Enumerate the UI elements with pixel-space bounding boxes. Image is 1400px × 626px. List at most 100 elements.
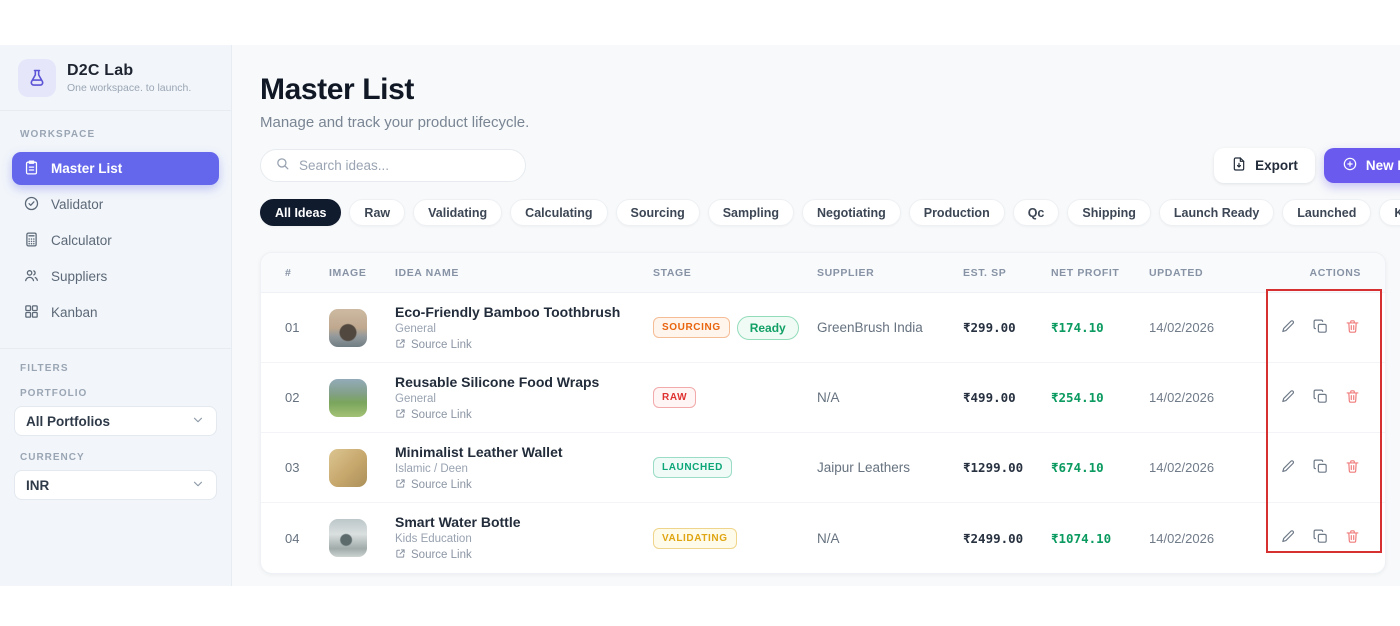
sidebar-item-master-list[interactable]: Master List	[12, 152, 219, 185]
source-link-label: Source Link	[411, 338, 472, 351]
export-button[interactable]: Export	[1214, 148, 1315, 183]
source-link[interactable]: Source Link	[395, 478, 653, 492]
tab-validating[interactable]: Validating	[413, 199, 503, 226]
source-link[interactable]: Source Link	[395, 408, 653, 422]
idea-thumbnail	[329, 519, 367, 557]
new-idea-button[interactable]: New Idea	[1323, 148, 1400, 183]
net-profit-cell: ₹254.10	[1051, 390, 1104, 405]
pencil-icon	[1280, 528, 1297, 548]
tab-sampling[interactable]: Sampling	[707, 199, 794, 226]
est-sp-cell: ₹1299.00	[963, 460, 1024, 475]
tab-qc[interactable]: Qc	[1012, 199, 1060, 226]
table-row: 03 Minimalist Leather Wallet Islamic / D…	[261, 433, 1385, 503]
kanban-grid-icon	[23, 303, 40, 323]
source-link[interactable]: Source Link	[395, 548, 653, 562]
new-idea-button-label: New Idea	[1365, 158, 1400, 173]
net-profit-cell: ₹674.10	[1051, 460, 1104, 475]
tab-all-ideas[interactable]: All Ideas	[260, 199, 342, 226]
duplicate-button[interactable]	[1312, 318, 1329, 338]
row-number: 02	[285, 390, 300, 405]
workspace-section-label: WORKSPACE	[20, 129, 96, 140]
idea-category: Islamic / Deen	[395, 462, 468, 475]
tab-negotiating[interactable]: Negotiating	[801, 199, 901, 226]
est-sp-cell: ₹499.00	[963, 390, 1016, 405]
table-row: 02 Reusable Silicone Food Wraps General …	[261, 363, 1385, 433]
external-link-icon	[395, 408, 406, 422]
pencil-icon	[1280, 458, 1297, 478]
stage-badge: RAW	[653, 387, 697, 408]
supplier-cell: Jaipur Leathers	[817, 460, 911, 475]
tab-calculating[interactable]: Calculating	[510, 199, 608, 226]
currency-value: INR	[26, 477, 50, 493]
copy-icon	[1312, 318, 1329, 338]
sidebar-item-kanban[interactable]: Kanban	[12, 296, 219, 329]
sidebar-item-validator[interactable]: Validator	[12, 188, 219, 221]
portfolio-label: PORTFOLIO	[20, 388, 88, 399]
idea-name-cell: Minimalist Leather Wallet Islamic / Deen…	[395, 444, 653, 492]
page-title: Master List	[260, 73, 414, 106]
stage-cell: LAUNCHED	[653, 457, 817, 478]
ready-status-badge: Ready	[736, 315, 799, 340]
tab-shipping[interactable]: Shipping	[1067, 199, 1151, 226]
col-header-name: IDEA NAME	[395, 266, 459, 279]
stage-badge: SOURCING	[653, 317, 730, 338]
external-link-icon	[395, 478, 406, 492]
sidebar-nav: Master List Validator Calculator Supplie…	[0, 149, 231, 332]
clipboard-icon	[23, 159, 40, 179]
col-header-net-profit: NET PROFIT	[1051, 266, 1120, 279]
check-circle-icon	[23, 195, 40, 215]
row-number: 01	[285, 320, 300, 335]
trash-icon	[1344, 318, 1361, 338]
tab-production[interactable]: Production	[908, 199, 1005, 226]
idea-thumbnail	[329, 448, 367, 487]
net-profit-cell: ₹174.10	[1051, 320, 1104, 335]
source-link[interactable]: Source Link	[395, 338, 653, 352]
stage-cell: VALIDATING	[653, 527, 817, 549]
delete-button[interactable]	[1344, 388, 1361, 408]
sidebar-item-suppliers[interactable]: Suppliers	[12, 260, 219, 293]
stage-badge: LAUNCHED	[653, 457, 732, 478]
idea-thumbnail	[329, 378, 367, 417]
col-header-est-sp: EST. SP	[963, 266, 1007, 279]
app-frame: D2C Lab One workspace. to launch. WORKSP…	[0, 45, 1400, 586]
est-sp-cell: ₹299.00	[963, 320, 1016, 335]
portfolio-select[interactable]: All Portfolios	[14, 406, 217, 436]
delete-button[interactable]	[1344, 528, 1361, 548]
idea-name-cell: Reusable Silicone Food Wraps General Sou…	[395, 374, 653, 422]
edit-button[interactable]	[1280, 528, 1297, 548]
currency-label: CURRENCY	[20, 452, 85, 463]
users-icon	[23, 267, 40, 287]
table-row: 01 Eco-Friendly Bamboo Toothbrush Genera…	[261, 293, 1385, 363]
copy-icon	[1312, 388, 1329, 408]
flask-icon	[18, 59, 56, 97]
delete-button[interactable]	[1344, 458, 1361, 478]
duplicate-button[interactable]	[1312, 458, 1329, 478]
stage-cell: SOURCING Ready	[653, 315, 817, 340]
search-box[interactable]	[260, 149, 526, 182]
updated-cell: 14/02/2026	[1149, 390, 1215, 405]
col-header-supplier: SUPPLIER	[817, 266, 875, 279]
search-input[interactable]	[299, 158, 511, 173]
tab-launch-ready[interactable]: Launch Ready	[1158, 199, 1275, 226]
external-link-icon	[395, 338, 406, 352]
col-header-actions: ACTIONS	[1309, 266, 1361, 279]
tab-killed[interactable]: Killed	[1379, 199, 1400, 226]
ideas-table: # IMAGE IDEA NAME STAGE SUPPLIER EST. SP…	[260, 252, 1386, 574]
currency-select[interactable]: INR	[14, 470, 217, 500]
copy-icon	[1312, 458, 1329, 478]
sidebar-item-calculator[interactable]: Calculator	[12, 224, 219, 257]
table-header-row: # IMAGE IDEA NAME STAGE SUPPLIER EST. SP…	[261, 253, 1385, 293]
edit-button[interactable]	[1280, 458, 1297, 478]
export-button-label: Export	[1255, 158, 1298, 173]
tab-sourcing[interactable]: Sourcing	[615, 199, 700, 226]
edit-button[interactable]	[1280, 388, 1297, 408]
edit-button[interactable]	[1280, 318, 1297, 338]
duplicate-button[interactable]	[1312, 528, 1329, 548]
tab-launched[interactable]: Launched	[1282, 199, 1372, 226]
col-header-stage: STAGE	[653, 266, 692, 279]
duplicate-button[interactable]	[1312, 388, 1329, 408]
tab-raw[interactable]: Raw	[349, 199, 406, 226]
portfolio-value: All Portfolios	[26, 413, 110, 429]
delete-button[interactable]	[1344, 318, 1361, 338]
